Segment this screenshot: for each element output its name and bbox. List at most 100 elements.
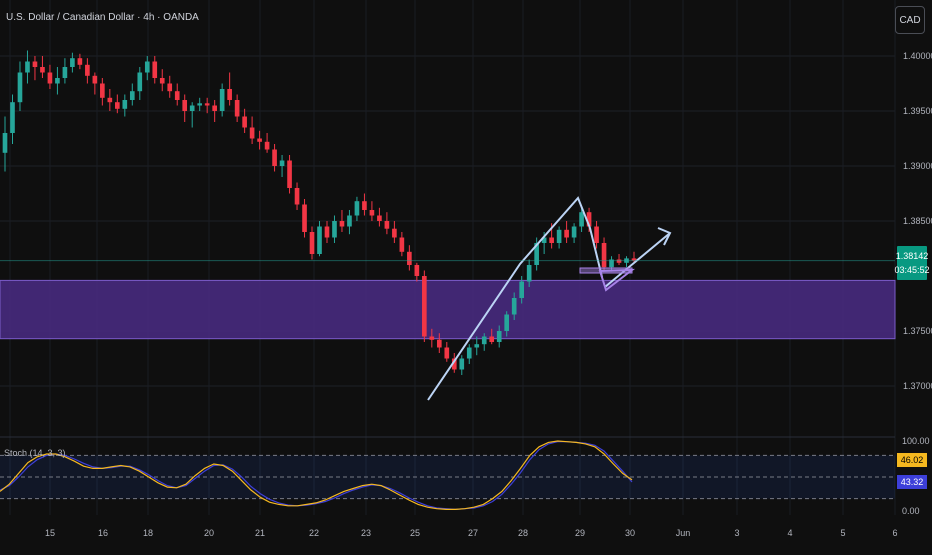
candle-body[interactable] — [534, 243, 539, 265]
candle-body[interactable] — [436, 339, 442, 348]
candle-body[interactable] — [242, 116, 247, 128]
candle-body[interactable] — [40, 67, 45, 73]
candle-body[interactable] — [2, 133, 8, 153]
candle-body[interactable] — [459, 358, 465, 370]
candle-body[interactable] — [159, 78, 165, 84]
candle-body[interactable] — [77, 58, 83, 65]
stochastic-label[interactable]: Stoch (14, 3, 3) — [4, 448, 66, 458]
candle-body[interactable] — [287, 160, 292, 189]
candle-body[interactable] — [55, 78, 60, 84]
candle-body[interactable] — [339, 221, 345, 227]
candle-body[interactable] — [526, 265, 532, 282]
candle-body[interactable] — [347, 215, 352, 227]
candle-body[interactable] — [32, 61, 38, 68]
candle-body[interactable] — [302, 204, 307, 233]
candle-body[interactable] — [100, 83, 105, 98]
candle-body[interactable] — [167, 83, 173, 92]
candle-body[interactable] — [362, 201, 367, 210]
candle-body[interactable] — [369, 210, 375, 216]
candle-body[interactable] — [466, 347, 472, 359]
candle-body[interactable] — [586, 212, 592, 227]
trend-drawings[interactable] — [427, 196, 672, 401]
candle-body[interactable] — [579, 212, 584, 227]
candle-body[interactable] — [264, 141, 270, 150]
candle-body[interactable] — [137, 72, 143, 92]
candle-body[interactable] — [47, 72, 53, 84]
candle-body[interactable] — [129, 91, 135, 100]
candle-body[interactable] — [549, 237, 554, 244]
candle-body[interactable] — [422, 276, 427, 337]
candle-body[interactable] — [571, 226, 577, 238]
candle-body[interactable] — [481, 336, 487, 345]
candle-body[interactable] — [62, 67, 68, 78]
candle-body[interactable] — [519, 281, 524, 299]
candle-body[interactable] — [182, 100, 188, 111]
candle-body[interactable] — [489, 336, 495, 343]
time-label: 3 — [734, 528, 739, 538]
candle-body[interactable] — [399, 237, 405, 252]
candle-body[interactable] — [204, 103, 210, 106]
candle-body[interactable] — [332, 221, 337, 238]
candle-body[interactable] — [249, 127, 255, 139]
candle-body[interactable] — [25, 61, 30, 73]
candle-body[interactable] — [115, 102, 120, 109]
candle-body[interactable] — [504, 314, 510, 332]
candle-body[interactable] — [429, 336, 435, 340]
candle-body[interactable] — [474, 344, 480, 348]
projection-arrow[interactable] — [604, 232, 671, 288]
candle-body[interactable] — [309, 232, 315, 254]
candle-body[interactable] — [144, 61, 150, 73]
candle-body[interactable] — [609, 259, 614, 268]
candle-body[interactable] — [122, 100, 128, 109]
stochastic-pane[interactable] — [0, 440, 895, 511]
currency-button[interactable]: CAD — [895, 6, 925, 34]
triangle-pattern[interactable] — [598, 268, 636, 292]
impulse-path[interactable] — [427, 196, 603, 401]
candle-body[interactable] — [227, 89, 232, 100]
candle-body[interactable] — [174, 91, 180, 100]
candle-body[interactable] — [219, 89, 225, 111]
candle-body[interactable] — [541, 237, 547, 244]
candle-body[interactable] — [407, 251, 412, 265]
candle-body[interactable] — [189, 105, 195, 112]
candle-body[interactable] — [17, 72, 23, 103]
candle-body[interactable] — [564, 229, 569, 238]
candle-body[interactable] — [511, 298, 517, 315]
candle-body[interactable] — [197, 103, 203, 106]
stoch-k-line[interactable] — [0, 440, 633, 510]
candle-body[interactable] — [92, 75, 98, 84]
candle-body[interactable] — [354, 201, 360, 216]
candle-body[interactable] — [616, 259, 622, 263]
entry-box[interactable] — [579, 267, 633, 274]
price-axis[interactable]: 1.40000 1.39500 1.39000 1.38500 1.37500 1.370… — [903, 51, 932, 391]
candle-body[interactable] — [279, 160, 285, 167]
time-axis[interactable]: 15 16 18 20 21 22 23 25 27 28 29 30 Jun 3 4 5 6 — [45, 528, 898, 538]
candle-body[interactable] — [107, 97, 113, 103]
candle-body[interactable] — [392, 228, 397, 238]
candle-body[interactable] — [444, 347, 450, 359]
candle-body[interactable] — [257, 138, 262, 142]
candle-body[interactable] — [10, 102, 15, 133]
candle-body[interactable] — [294, 188, 300, 205]
candle-body[interactable] — [234, 100, 240, 117]
candle-body[interactable] — [631, 258, 637, 261]
candle-body[interactable] — [152, 61, 158, 79]
candle-body[interactable] — [70, 58, 75, 67]
symbol-title[interactable]: U.S. Dollar / Canadian Dollar · 4h · OAN… — [6, 12, 199, 23]
candle-body[interactable] — [384, 221, 390, 229]
candle-body[interactable] — [212, 105, 217, 112]
candle-body[interactable] — [414, 265, 420, 276]
candle-body[interactable] — [496, 331, 502, 342]
candle-body[interactable] — [594, 226, 599, 244]
candle-body[interactable] — [85, 64, 90, 76]
candle-body[interactable] — [556, 229, 562, 243]
candle-body[interactable] — [377, 215, 382, 222]
candle-body[interactable] — [451, 358, 457, 370]
candle-body[interactable] — [324, 226, 330, 238]
candle-body[interactable] — [272, 149, 277, 167]
support-zone[interactable] — [0, 279, 896, 340]
candle-body[interactable] — [601, 243, 607, 268]
candle-body[interactable] — [317, 226, 322, 255]
